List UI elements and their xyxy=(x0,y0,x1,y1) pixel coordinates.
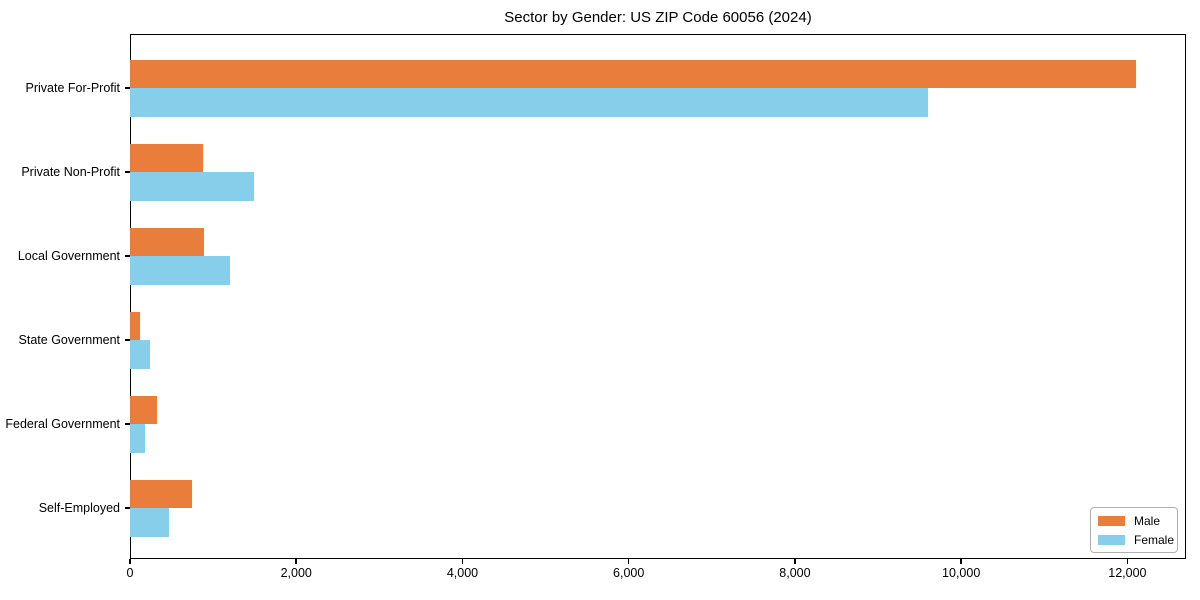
legend-entry-female: Female xyxy=(1098,533,1174,547)
x-tick-6000 xyxy=(627,559,630,564)
y-tick-label-private-non-profit: Private Non-Profit xyxy=(21,165,120,179)
x-tick-label-0: 0 xyxy=(126,566,134,580)
x-tick-10000 xyxy=(960,559,962,564)
y-tick-label-federal-government: Federal Government xyxy=(5,417,120,431)
y-tick-private-non-profit xyxy=(125,171,130,173)
bar-male-private-for-profit xyxy=(130,59,1136,88)
y-tick-local-government xyxy=(125,255,130,257)
x-tick-4000 xyxy=(461,559,464,564)
y-tick-state-government xyxy=(125,339,130,341)
x-tick-label-10000: 10,000 xyxy=(942,566,981,580)
plot-area xyxy=(130,34,1186,559)
y-tick-private-for-profit xyxy=(125,87,130,89)
y-tick-federal-government xyxy=(125,423,130,425)
x-tick-label-4000: 4,000 xyxy=(446,566,479,580)
bar-male-local-government xyxy=(130,227,204,256)
bar-female-private-non-profit xyxy=(130,172,254,201)
x-tick-12000 xyxy=(1126,559,1129,564)
y-tick-label-state-government: State Government xyxy=(18,333,120,347)
x-tick-8000 xyxy=(794,559,796,564)
chart-title: Sector by Gender: US ZIP Code 60056 (202… xyxy=(504,9,812,26)
y-tick-label-self-employed: Self-Employed xyxy=(38,501,120,515)
female-series-label: Female xyxy=(1134,532,1175,547)
bar-female-self-employed xyxy=(130,508,170,537)
bar-male-self-employed xyxy=(130,479,192,508)
legend-entry-male: Male xyxy=(1098,514,1170,528)
y-tick-label-private-for-profit: Private For-Profit xyxy=(25,81,120,95)
x-tick-2000 xyxy=(295,559,297,564)
x-tick-label-6000: 6,000 xyxy=(613,566,645,580)
bar-male-private-non-profit xyxy=(130,143,204,172)
female-series-swatch xyxy=(1098,534,1125,545)
x-tick-0 xyxy=(129,559,131,564)
male-series-swatch xyxy=(1098,515,1125,526)
y-tick-self-employed xyxy=(125,507,130,509)
bar-female-federal-government xyxy=(130,424,145,453)
bar-female-state-government xyxy=(130,340,150,369)
x-tick-label-2000: 2,000 xyxy=(280,566,312,580)
y-tick-label-local-government: Local Government xyxy=(17,249,120,263)
bar-female-local-government xyxy=(130,256,230,285)
bar-female-private-for-profit xyxy=(130,88,928,117)
bar-male-federal-government xyxy=(130,395,157,424)
x-tick-label-12000: 12,000 xyxy=(1108,566,1147,580)
bar-male-state-government xyxy=(130,311,140,340)
male-series-label: Male xyxy=(1134,513,1161,528)
legend: Male Female xyxy=(1090,507,1178,553)
x-tick-label-8000: 8,000 xyxy=(779,566,811,580)
